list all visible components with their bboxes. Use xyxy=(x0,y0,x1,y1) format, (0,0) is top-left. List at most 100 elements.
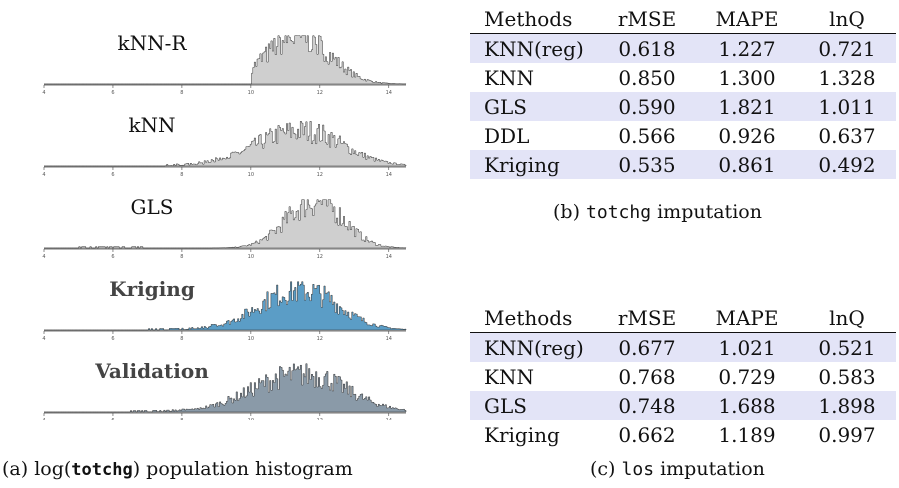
histogram-caption: (a) log(totchg) population histogram xyxy=(2,458,353,480)
metric-cell: 1.011 xyxy=(798,92,896,121)
caption-suffix: imputation xyxy=(651,201,762,223)
metric-cell: 0.748 xyxy=(598,391,696,420)
metric-cell: 0.590 xyxy=(598,92,696,121)
x-tick-label: 6 xyxy=(111,336,114,342)
x-tick-label: 6 xyxy=(111,254,114,260)
metric-cell: 0.637 xyxy=(818,123,876,148)
method-cell: Kriging xyxy=(470,150,598,179)
metric-cell: 1.688 xyxy=(696,391,798,420)
table-row: Kriging 0.535 0.861 0.492 xyxy=(470,150,896,179)
table-row: KNN(reg) 0.618 1.227 0.721 xyxy=(470,33,896,63)
histogram-knn: 4 6 8 10 12 14 kNN xyxy=(42,113,407,178)
table-c-header-mape: MAPE xyxy=(696,303,798,333)
metric-cell: 0.583 xyxy=(818,364,876,389)
caption-code: totchg xyxy=(586,202,652,223)
metric-cell: 1.189 xyxy=(718,422,776,447)
x-tick-label: 10 xyxy=(248,254,254,260)
method-cell: KNN xyxy=(484,364,534,389)
x-tick-label: 10 xyxy=(248,90,254,96)
table-row: Kriging 0.662 1.189 0.997 xyxy=(470,420,896,449)
metric-cell: 0.861 xyxy=(696,150,798,179)
histogram-kriging: 4 6 8 10 12 14 Kriging xyxy=(42,277,407,342)
histogram-figure: 4 6 8 10 12 14 kNN-R 4 6 8 10 12 14 kNN 4 6 8 10 12 14 GLS 4 6… xyxy=(42,31,407,420)
method-cell: GLS xyxy=(470,92,598,121)
table-c-caption: (c) los imputation xyxy=(590,458,765,480)
metric-cell: 0.997 xyxy=(818,422,876,447)
x-tick-label: 6 xyxy=(111,90,114,96)
table-row: KNN 0.768 0.729 0.583 xyxy=(470,362,896,391)
panel-label: kNN xyxy=(128,113,175,137)
caption-prefix: (a) xyxy=(2,458,35,480)
table-row: KNN 0.850 1.300 1.328 xyxy=(470,63,896,92)
metric-cell: 1.898 xyxy=(798,391,896,420)
table-b-header-mape: MAPE xyxy=(696,4,798,34)
caption-code: totchg xyxy=(71,460,133,480)
x-tick-label: 14 xyxy=(386,90,392,96)
x-tick-label: 4 xyxy=(42,254,45,260)
metric-cell: 0.492 xyxy=(798,150,896,179)
x-tick-label: 10 xyxy=(248,336,254,342)
metric-cell: 1.021 xyxy=(696,332,798,362)
table-b-caption: (b) totchg imputation xyxy=(553,201,762,223)
x-tick-label: 14 xyxy=(386,336,392,342)
metric-cell: 0.521 xyxy=(798,332,896,362)
x-tick-label: 4 xyxy=(42,418,45,420)
histogram-validation: 4 6 8 10 12 14 Validation xyxy=(42,359,407,420)
x-tick-label: 12 xyxy=(317,336,323,342)
metric-cell: 0.926 xyxy=(718,123,776,148)
x-tick-label: 14 xyxy=(386,418,392,420)
x-tick-label: 6 xyxy=(111,418,114,420)
histogram-bars xyxy=(44,35,407,85)
method-cell: KNN(reg) xyxy=(470,332,598,362)
caption-prefix: (b) xyxy=(553,201,587,223)
x-tick-label: 12 xyxy=(317,172,323,178)
histogram-bars xyxy=(44,121,407,167)
metric-cell: 0.768 xyxy=(618,364,676,389)
x-tick-label: 4 xyxy=(42,172,45,178)
x-tick-label: 6 xyxy=(111,172,114,178)
x-tick-label: 8 xyxy=(180,418,183,420)
histogram-knn-r: 4 6 8 10 12 14 kNN-R xyxy=(42,31,407,96)
x-tick-label: 4 xyxy=(42,90,45,96)
caption-suffix: ) population histogram xyxy=(132,458,353,480)
x-tick-label: 10 xyxy=(248,172,254,178)
panel-label: Validation xyxy=(94,359,209,383)
table-row: GLS 0.590 1.821 1.011 xyxy=(470,92,896,121)
x-tick-label: 14 xyxy=(386,172,392,178)
metric-cell: 0.662 xyxy=(618,422,676,447)
histogram-bars xyxy=(44,281,407,331)
method-cell: KNN(reg) xyxy=(470,33,598,63)
method-cell: KNN xyxy=(484,65,534,90)
panel-label: GLS xyxy=(131,195,174,219)
panel-label: Kriging xyxy=(109,277,195,301)
table-c-header-lnq: lnQ xyxy=(798,303,896,333)
metric-cell: 0.850 xyxy=(618,65,676,90)
table-row: GLS 0.748 1.688 1.898 xyxy=(470,391,896,420)
metric-cell: 1.821 xyxy=(696,92,798,121)
table-b: Methods rMSE MAPE lnQ KNN(reg) 0.618 1.227… xyxy=(470,4,896,179)
caption-prefix: (c) xyxy=(590,458,622,480)
metric-cell: 0.721 xyxy=(798,33,896,63)
metric-cell: 0.729 xyxy=(718,364,776,389)
metric-cell: 0.566 xyxy=(618,123,676,148)
table-row: KNN(reg) 0.677 1.021 0.521 xyxy=(470,332,896,362)
table-b-header-methods: Methods xyxy=(470,4,598,34)
histogram-bars xyxy=(44,363,407,413)
x-tick-label: 12 xyxy=(317,418,323,420)
x-tick-label: 4 xyxy=(42,336,45,342)
method-cell: GLS xyxy=(470,391,598,420)
x-tick-label: 8 xyxy=(180,90,183,96)
x-tick-label: 8 xyxy=(180,172,183,178)
table-c: Methods rMSE MAPE lnQ KNN(reg) 0.677 1.021… xyxy=(470,303,896,449)
table-b-header-rmse: rMSE xyxy=(598,4,696,34)
metric-cell: 1.227 xyxy=(696,33,798,63)
table-b-header-lnq: lnQ xyxy=(798,4,896,34)
caption-suffix: imputation xyxy=(654,458,765,480)
metric-cell: 1.328 xyxy=(818,65,876,90)
table-c-header-rmse: rMSE xyxy=(598,303,696,333)
x-tick-label: 8 xyxy=(180,254,183,260)
table-c-header-methods: Methods xyxy=(470,303,598,333)
table-row: DDL 0.566 0.926 0.637 xyxy=(470,121,896,150)
caption-code: los xyxy=(621,459,655,480)
x-tick-label: 10 xyxy=(248,418,254,420)
